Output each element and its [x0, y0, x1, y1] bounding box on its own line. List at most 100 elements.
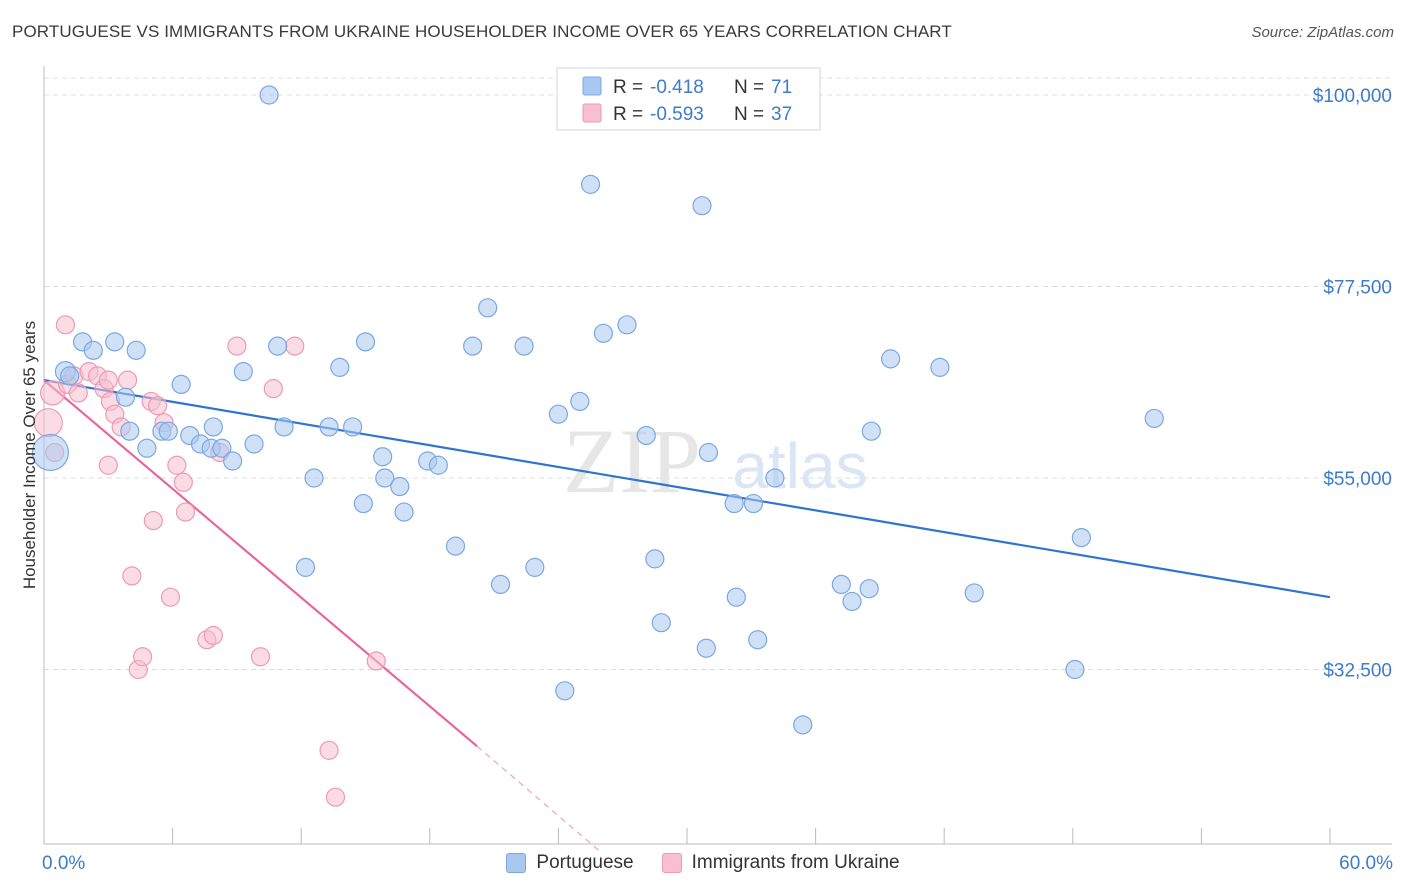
portuguese-point	[514, 336, 534, 356]
portuguese-point	[244, 434, 264, 454]
portuguese-point	[274, 417, 294, 437]
portuguese-point	[743, 493, 764, 514]
ukraine-point	[175, 502, 196, 522]
ukraine-point	[263, 379, 283, 399]
portuguese-point	[593, 323, 614, 343]
legend-swatch	[661, 853, 682, 873]
watermark: ZIP atlas	[563, 410, 868, 512]
portuguese-point	[268, 336, 288, 356]
portuguese-point	[158, 421, 178, 441]
portuguese-point	[859, 579, 879, 599]
ukraine-point	[173, 472, 193, 492]
portuguese-point	[375, 468, 395, 488]
legend-swatch	[582, 103, 602, 123]
ukraine-point	[160, 587, 181, 607]
portuguese-point	[1144, 408, 1164, 429]
portuguese-point	[651, 613, 671, 633]
portuguese-point	[394, 502, 414, 522]
y-tick-label: $77,500	[1323, 278, 1392, 299]
x-tick-label: 0.0%	[42, 853, 85, 874]
portuguese-point	[60, 366, 80, 386]
portuguese-point	[319, 417, 339, 437]
legend-n-label: N =	[734, 104, 764, 125]
portuguese-point	[83, 340, 103, 360]
portuguese-point	[1071, 527, 1091, 548]
portuguese-point	[580, 174, 601, 194]
portuguese-point	[330, 357, 350, 377]
ukraine-point	[68, 383, 88, 403]
portuguese-point	[525, 557, 545, 577]
portuguese-point	[304, 468, 324, 488]
ukraine-point	[325, 787, 346, 807]
y-tick-label: $32,500	[1323, 661, 1392, 682]
ukraine-trend-extension	[476, 745, 602, 853]
y-tick-label: $55,000	[1323, 469, 1392, 490]
legend-box: R = -0.418 N = 71 R = -0.593 N = 37	[556, 67, 821, 131]
ukraine-point	[55, 315, 76, 335]
legend-item: Immigrants from Ukraine	[661, 852, 900, 874]
portuguese-point	[765, 468, 785, 488]
portuguese-point	[353, 493, 373, 514]
legend-r-label: R =	[613, 104, 643, 125]
portuguese-point	[445, 536, 466, 556]
portuguese-trend-line	[43, 379, 1331, 599]
legend-label: Portuguese	[536, 852, 634, 873]
legend-n-value: 37	[771, 104, 792, 125]
y-tick-label: $100,000	[1313, 86, 1392, 107]
bottom-legend: Portuguese Immigrants from Ukraine	[0, 852, 1406, 874]
portuguese-point	[126, 340, 146, 360]
portuguese-point	[726, 587, 746, 607]
portuguese-point	[692, 196, 712, 216]
legend-item: Portuguese	[506, 852, 634, 874]
portuguese-point	[490, 574, 511, 595]
portuguese-point	[748, 630, 768, 650]
ukraine-point	[366, 651, 386, 671]
chart-title: PORTUGUESE VS IMMIGRANTS FROM UKRAINE HO…	[12, 22, 952, 41]
portuguese-point	[203, 417, 223, 437]
portuguese-point	[861, 421, 881, 441]
legend-n-label: N =	[734, 77, 764, 98]
ukraine-point	[167, 455, 187, 475]
legend-label: Immigrants from Ukraine	[691, 852, 900, 873]
portuguese-point	[645, 549, 665, 569]
portuguese-point	[793, 715, 813, 735]
portuguese-point	[31, 433, 70, 472]
portuguese-point	[831, 574, 851, 595]
portuguese-point	[463, 336, 483, 356]
portuguese-point	[842, 591, 862, 612]
ukraine-point	[122, 566, 142, 586]
legend-n-value: 71	[771, 77, 792, 98]
portuguese-point	[548, 404, 569, 424]
ukraine-point	[98, 370, 118, 390]
watermark-atlas: atlas	[732, 430, 867, 502]
tick-labels: $32,500 $55,000 $77,500 $100,000 0.0% 60.0% Ho…	[20, 86, 1393, 874]
ukraine-point	[117, 370, 138, 390]
portuguese-point	[137, 438, 157, 458]
legend-r-value: -0.418	[650, 77, 704, 98]
portuguese-point	[295, 557, 316, 577]
legend-r-value: -0.593	[650, 104, 704, 125]
axes	[43, 66, 1392, 845]
portuguese-point	[724, 493, 744, 514]
portuguese-point	[105, 332, 125, 352]
portuguese-point	[696, 638, 716, 658]
portuguese-point	[373, 447, 393, 467]
portuguese-point	[115, 387, 136, 407]
data-points	[31, 85, 1164, 807]
portuguese-point	[617, 315, 637, 335]
ukraine-point	[250, 647, 271, 667]
portuguese-point	[171, 374, 191, 394]
portuguese-point	[570, 391, 590, 412]
trend-lines	[43, 379, 1331, 853]
portuguese-point	[636, 425, 656, 446]
portuguese-point	[930, 357, 950, 377]
legend-swatch	[582, 76, 602, 96]
portuguese-point	[233, 362, 253, 382]
ukraine-point	[143, 510, 163, 531]
portuguese-point	[355, 332, 376, 352]
source-label: Source: ZipAtlas.com	[1251, 24, 1394, 41]
portuguese-point	[428, 455, 448, 475]
portuguese-point	[555, 681, 575, 701]
legend-swatch	[506, 853, 527, 873]
